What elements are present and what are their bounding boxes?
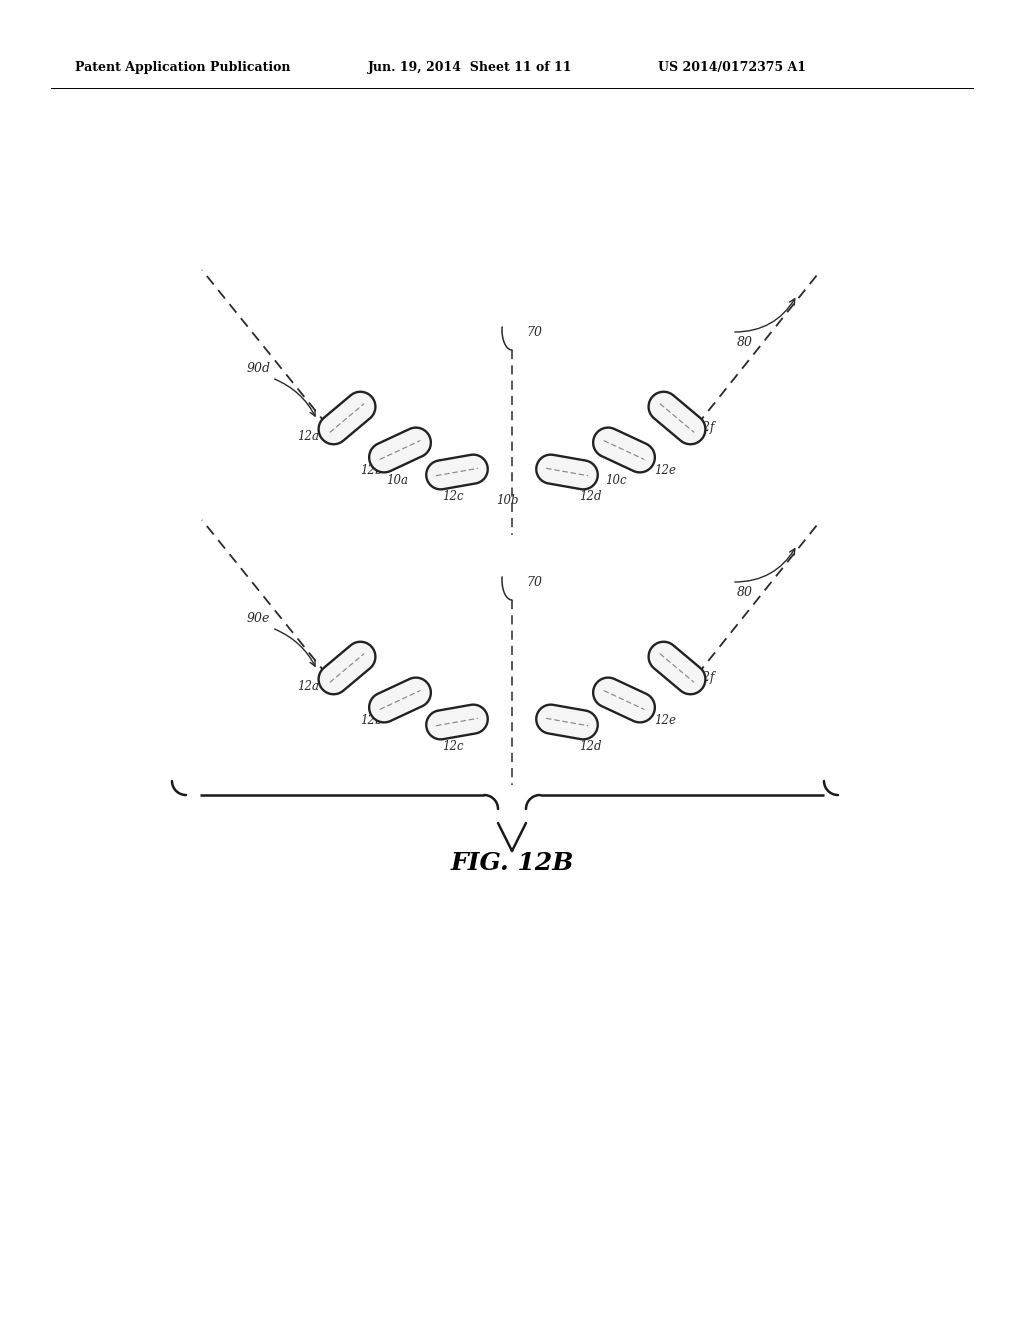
Text: 12e: 12e bbox=[654, 463, 676, 477]
Text: 12b: 12b bbox=[360, 714, 383, 726]
Polygon shape bbox=[426, 454, 487, 490]
Text: 12e: 12e bbox=[654, 714, 676, 726]
Text: FIG. 12B: FIG. 12B bbox=[451, 851, 573, 875]
Polygon shape bbox=[426, 705, 487, 739]
Polygon shape bbox=[370, 677, 431, 722]
Polygon shape bbox=[537, 454, 598, 490]
Text: 90d: 90d bbox=[247, 362, 271, 375]
Polygon shape bbox=[593, 428, 654, 473]
Text: 90e: 90e bbox=[247, 611, 270, 624]
Text: 70: 70 bbox=[526, 326, 542, 338]
Text: 10a: 10a bbox=[386, 474, 409, 487]
Polygon shape bbox=[648, 642, 706, 694]
Text: 10b: 10b bbox=[496, 494, 518, 507]
Text: 12c: 12c bbox=[442, 741, 464, 754]
Text: 12f: 12f bbox=[695, 672, 715, 685]
Text: 12b: 12b bbox=[360, 463, 383, 477]
Polygon shape bbox=[648, 392, 706, 445]
Polygon shape bbox=[537, 705, 598, 739]
Text: Patent Application Publication: Patent Application Publication bbox=[75, 62, 291, 74]
Polygon shape bbox=[318, 392, 376, 445]
Polygon shape bbox=[593, 677, 654, 722]
Polygon shape bbox=[370, 428, 431, 473]
Text: 80: 80 bbox=[737, 335, 753, 348]
Text: 12f: 12f bbox=[695, 421, 715, 434]
Text: 12a: 12a bbox=[297, 429, 319, 442]
Polygon shape bbox=[318, 642, 376, 694]
Text: 70: 70 bbox=[526, 576, 542, 589]
Text: 12c: 12c bbox=[442, 491, 464, 503]
Text: 10c: 10c bbox=[605, 474, 627, 487]
Text: US 2014/0172375 A1: US 2014/0172375 A1 bbox=[658, 62, 806, 74]
Text: 80: 80 bbox=[737, 586, 753, 598]
Text: 12a: 12a bbox=[297, 680, 319, 693]
Text: 12d: 12d bbox=[579, 491, 601, 503]
Text: Jun. 19, 2014  Sheet 11 of 11: Jun. 19, 2014 Sheet 11 of 11 bbox=[368, 62, 572, 74]
Text: 12d: 12d bbox=[579, 741, 601, 754]
